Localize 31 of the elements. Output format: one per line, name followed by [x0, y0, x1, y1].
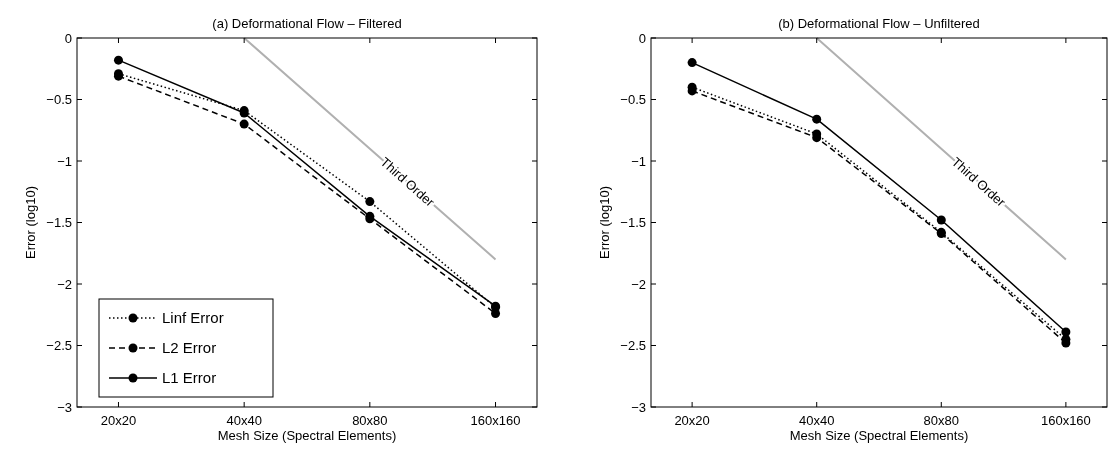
legend-label: Linf Error [162, 309, 224, 327]
x-axis-title: Mesh Size (Spectral Elements) [217, 428, 397, 443]
legend-label: L1 Error [162, 369, 217, 387]
y-tick-label: −1 [631, 153, 646, 169]
chart-title: (b) Deformational Flow – Unfiltered [778, 16, 980, 31]
y-tick-label: 0 [64, 30, 72, 46]
y-tick-label: −1 [57, 153, 72, 169]
y-tick-label: −2.5 [46, 338, 72, 354]
chart-title: (a) Deformational Flow – Filtered [212, 16, 402, 31]
x-tick-label: 20x20 [674, 413, 710, 428]
x-tick-label: 20x20 [100, 413, 137, 428]
x-tick-label: 80x80 [352, 413, 388, 428]
x-tick-label: 160x160 [470, 413, 521, 428]
y-tick-label: −0.5 [46, 92, 72, 108]
y-tick-label: −1.5 [620, 215, 646, 231]
y-tick-label: −2 [57, 276, 72, 292]
x-tick-label: 40x40 [226, 413, 262, 428]
y-tick-label: 0 [638, 30, 646, 46]
y-axis-title: Error (log10) [23, 186, 38, 259]
y-tick-label: −2.5 [620, 338, 646, 354]
x-tick-label: 80x80 [923, 413, 960, 428]
x-tick-label: 160x160 [1040, 413, 1091, 428]
y-tick-label: −1.5 [46, 215, 72, 231]
legend-label: L2 Error [162, 339, 217, 357]
y-axis-title: Error (log10) [597, 186, 612, 259]
y-tick-label: −3 [631, 399, 646, 415]
y-tick-label: −0.5 [620, 92, 646, 108]
x-axis-title: Mesh Size (Spectral Elements) [789, 428, 969, 443]
y-tick-label: −3 [57, 399, 72, 415]
x-tick-label: 40x40 [798, 413, 835, 428]
y-tick-label: −2 [631, 276, 646, 292]
